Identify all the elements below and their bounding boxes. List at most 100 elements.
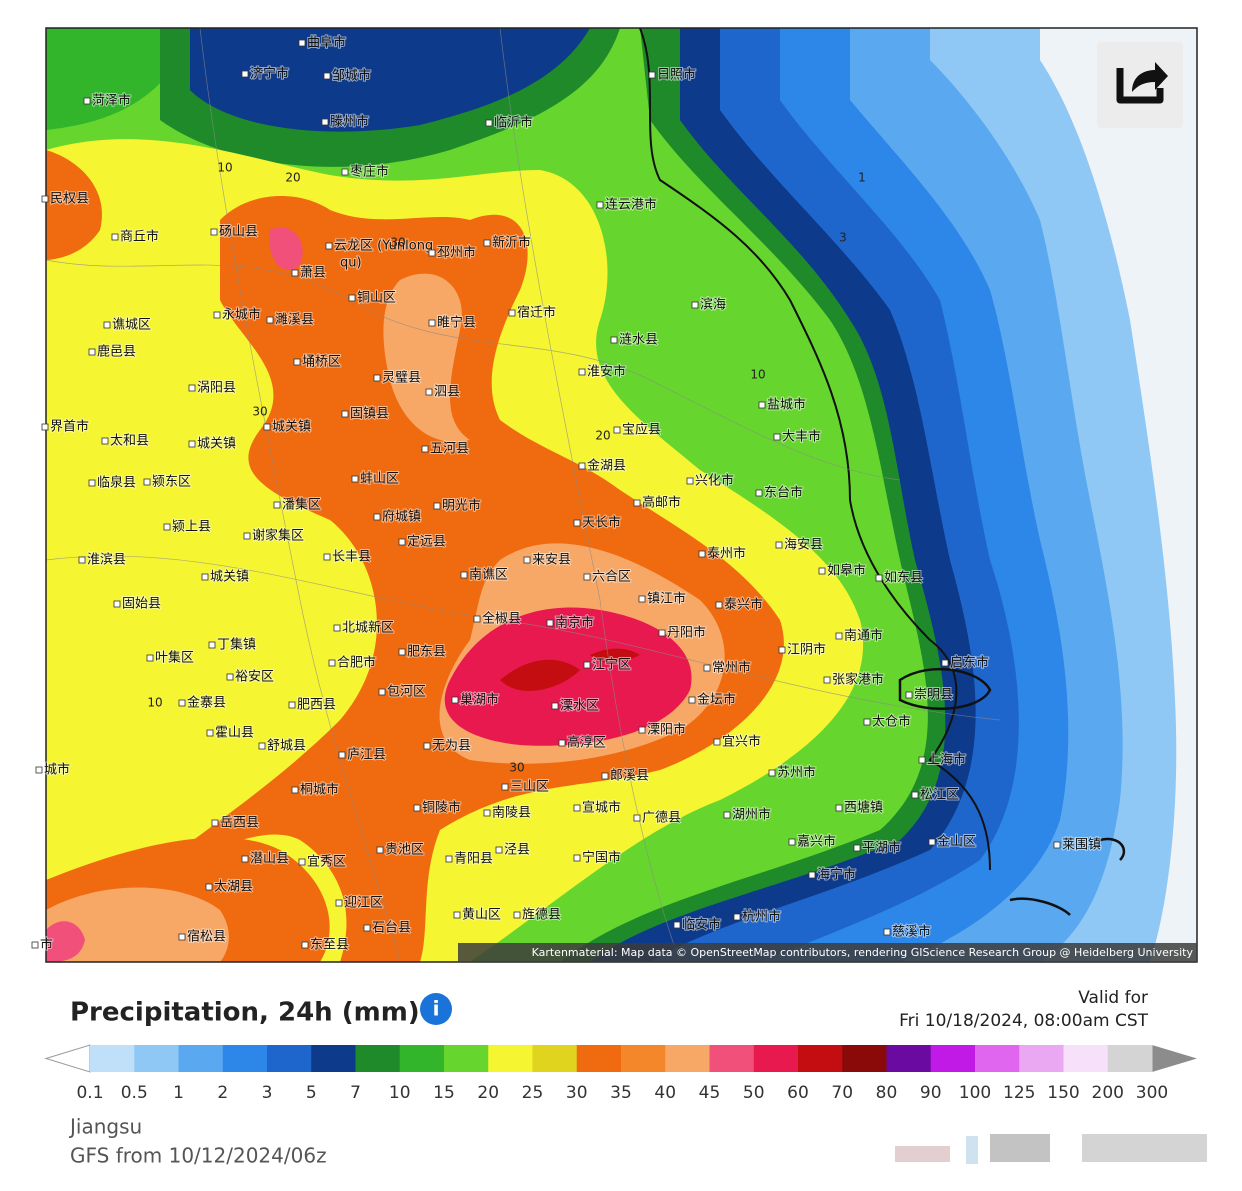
city-label: 民权县 [50,191,89,207]
city-label: 谢家集区 [252,528,304,544]
city-marker [325,242,333,250]
city-label: 金山区 [937,834,976,850]
city-label: 滨海 [700,297,726,313]
city-label: 砀山县 [219,225,258,240]
city-marker [298,39,306,47]
city-label: 潘集区 [282,497,321,513]
region: Jiangsu [68,1115,142,1139]
contour-label: 10 [750,368,765,382]
city-marker [483,239,491,247]
city-marker [835,804,843,812]
city-marker [658,629,666,637]
city-marker [423,742,431,750]
colorbar: 0.1 0.5 1 2 3 5 7 10 15 20 25 30 35 40 45 50 60 70 80 90 100… [44,1044,1197,1103]
color-cell [399,1045,445,1072]
city-label: 来安县 [532,553,571,568]
color-cell [621,1045,666,1072]
city-marker [323,72,331,80]
city-label: 金寨县 [187,695,226,711]
level-label: 150 [1047,1083,1079,1103]
city-label: 苏州市 [777,765,816,781]
city-label: 谯城区 [112,318,151,333]
city-label: 迎江区 [344,896,383,911]
city-marker [398,538,406,546]
city-label: qu) [340,256,362,271]
level-label: 0.5 [121,1083,148,1103]
city-marker [413,804,421,812]
city-marker [583,573,591,581]
city-marker [41,423,49,431]
city-label: 黄山区 [462,908,501,923]
city-label: 全椒县 [482,611,521,627]
level-label: 50 [743,1083,765,1103]
city-marker [513,911,521,919]
city-label: 如东县 [884,570,923,586]
city-label: 巢湖市 [460,692,499,708]
city-marker [723,811,731,819]
level-label: 100 [959,1083,991,1103]
city-marker [583,661,591,669]
share-button[interactable] [1097,42,1183,128]
city-label: 高邮市 [642,495,681,511]
city-marker [341,410,349,418]
city-label: 湖州市 [732,807,771,823]
city-marker [226,673,234,681]
city-marker [703,664,711,672]
city-marker [453,911,461,919]
city-label: 萧县 [300,266,326,281]
city-marker [143,478,151,486]
city-marker [35,766,43,774]
city-marker [778,646,786,654]
color-cell [842,1045,887,1072]
color-cell [798,1045,843,1072]
city-marker [638,726,646,734]
city-label: 滕州市 [330,114,369,130]
city-label: 启东市 [950,655,989,671]
city-label: 岳西县 [220,816,259,831]
city-marker [853,844,861,852]
color-cell [134,1045,179,1072]
contour-label: 30 [252,405,267,419]
city-label: 宝应县 [622,422,661,438]
city-marker [146,654,154,662]
city-label: 太湖县 [214,880,253,895]
city-marker [911,791,919,799]
city-label: 肥西县 [297,698,336,713]
city-marker [485,119,493,127]
level-label: 90 [920,1083,942,1103]
city-marker [83,97,91,105]
city-label: 镇江市 [647,591,686,607]
info-icon[interactable]: i [420,993,452,1025]
city-label: 颍东区 [152,475,191,490]
city-label: 叶集区 [155,650,194,666]
city-label: 城关镇 [197,437,236,452]
city-marker [338,751,346,759]
level-label: 25 [522,1083,544,1103]
valid-time: Fri 10/18/2024, 08:00am CST [899,1011,1148,1031]
legend-title: Precipitation, 24h (mm) [70,998,420,1028]
city-marker [638,595,646,603]
city-label: 泰兴市 [724,597,763,613]
contour-labels: 10 20 30 1 3 10 20 30 10 30 [147,161,865,775]
city-marker [335,899,343,907]
city-label: 城关镇 [210,570,249,585]
city-marker [601,772,609,780]
city-marker [495,846,503,854]
city-marker [596,201,604,209]
city-label: 丁集镇 [217,637,256,653]
level-label: 10 [389,1083,411,1103]
city-marker [573,804,581,812]
city-label: 太和县 [110,434,149,449]
city-label: 淮安市 [587,364,626,380]
color-cell [975,1045,1020,1072]
city-marker [31,941,39,949]
city-marker [501,783,509,791]
color-cell [709,1045,755,1072]
city-marker [188,440,196,448]
city-label: 溧水区 [560,699,599,714]
city-label: 大丰市 [782,429,821,445]
city-marker [578,462,586,470]
city-label: 日照市 [657,67,696,83]
city-marker [333,624,341,632]
city-marker [673,921,681,929]
